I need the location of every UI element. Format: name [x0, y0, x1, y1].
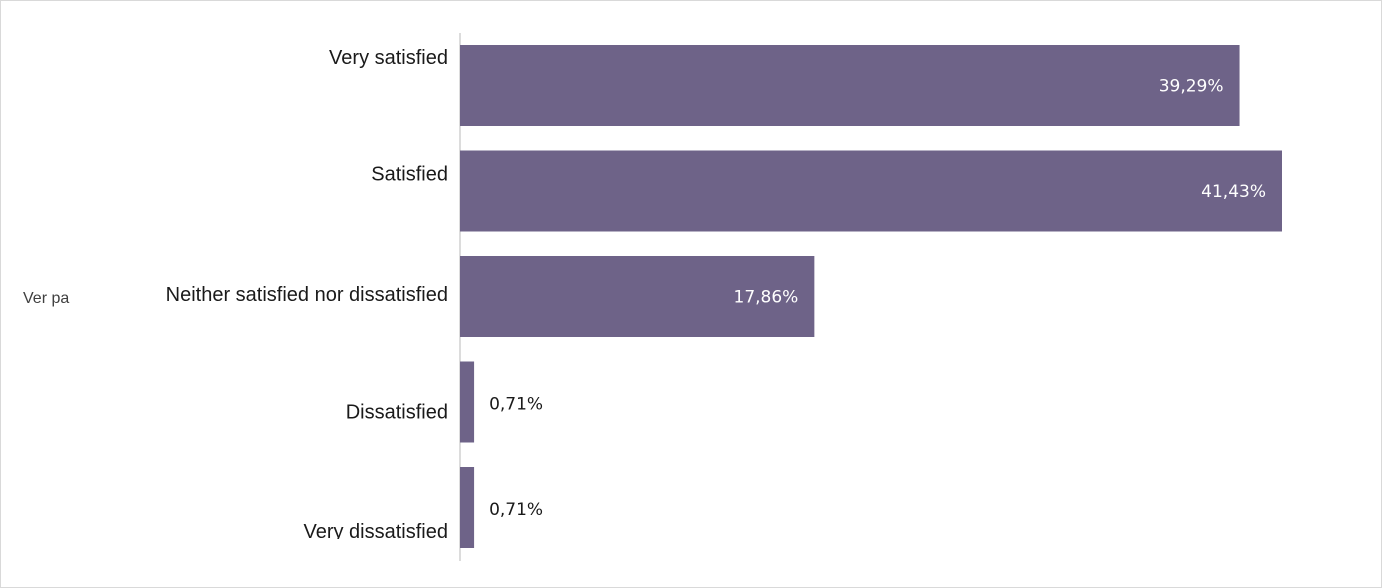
value-label-0: 39,29% — [1159, 77, 1224, 97]
bar-2 — [460, 256, 815, 337]
bar-0 — [460, 45, 1240, 126]
category-label-1: Satisfied — [371, 164, 448, 186]
category-label-3: Dissatisfied — [346, 402, 448, 424]
label-clip-mask — [1, 539, 459, 587]
value-label-4: 0,71% — [489, 500, 543, 520]
partial-axis-title: Ver pa — [23, 290, 69, 307]
category-label-4: Very dissatisfied — [303, 521, 448, 543]
bar-1 — [460, 150, 1282, 232]
bar-3 — [460, 361, 475, 443]
value-label-3: 0,71% — [489, 395, 543, 415]
category-label-0: Very satisfied — [329, 47, 448, 69]
value-label-1: 41,43% — [1201, 182, 1266, 202]
value-label-2: 17,86% — [734, 288, 799, 308]
category-label-2: Neither satisfied nor dissatisfied — [166, 284, 448, 306]
bars-layer: Very satisfied 39,29% Satisfied 41,43% Neith… — [166, 45, 1282, 548]
bar-4 — [460, 467, 475, 548]
